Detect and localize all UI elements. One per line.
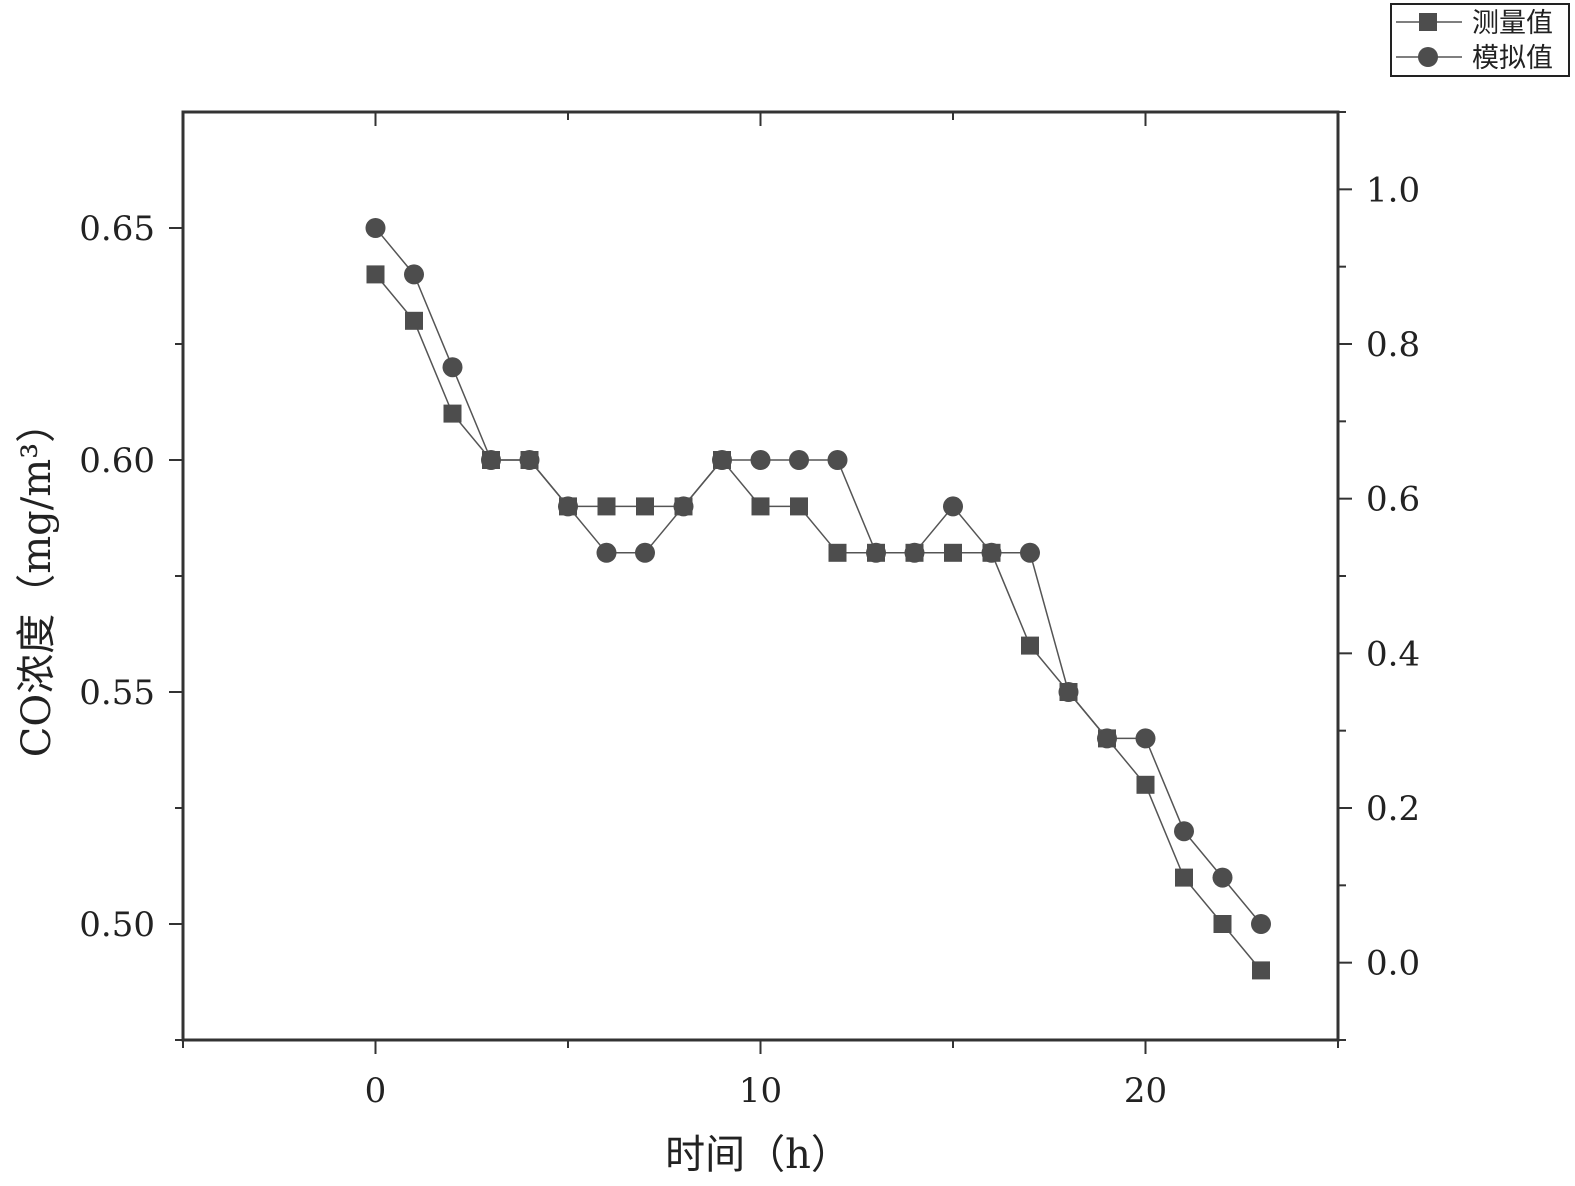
data-point-square — [636, 497, 654, 516]
series-line — [374, 273, 1262, 971]
x-axis-title: 时间（h） — [665, 1132, 851, 1178]
data-point-circle — [1020, 542, 1040, 563]
plot-border — [181, 110, 1340, 1042]
series-1 — [366, 265, 1270, 980]
y-tick-label: 0.55 — [79, 673, 155, 713]
legend-label: 模拟值 — [1472, 43, 1553, 74]
data-point-circle — [1251, 914, 1271, 934]
data-point-circle — [481, 450, 501, 470]
y-tick-label: 0.65 — [79, 209, 155, 249]
data-point-square — [597, 497, 616, 516]
x-tick-label: 20 — [1124, 1071, 1167, 1111]
data-point-circle — [596, 542, 617, 563]
data-point-circle — [404, 264, 424, 285]
data-point-square — [1175, 868, 1193, 887]
y2-tick-label: 0.2 — [1366, 789, 1420, 829]
data-point-square — [443, 404, 462, 423]
data-point-circle — [673, 496, 694, 517]
series-layer — [365, 218, 1271, 980]
data-point-circle — [750, 450, 771, 470]
data-point-square — [1021, 636, 1039, 655]
y2-tick-label: 0.0 — [1366, 944, 1420, 984]
y2-tick-label: 1.0 — [1366, 170, 1420, 210]
data-point-circle — [827, 450, 848, 470]
data-point-circle — [1174, 821, 1194, 842]
legend-label: 测量值 — [1472, 8, 1553, 39]
series-line — [374, 227, 1262, 925]
y2-tick-label: 0.4 — [1366, 634, 1420, 674]
data-point-square — [366, 265, 385, 284]
data-point-circle — [943, 496, 963, 517]
x-tick-label: 10 — [739, 1071, 782, 1111]
data-point-circle — [1097, 728, 1117, 749]
data-point-circle — [1212, 867, 1233, 888]
data-point-square — [405, 311, 423, 330]
data-point-circle — [1058, 682, 1079, 702]
data-point-square — [1213, 915, 1232, 933]
y-axis: 0.50 0.55 0.60 0.65 — [79, 209, 183, 1041]
legend-square-marker — [1419, 13, 1437, 31]
data-point-square — [751, 497, 770, 516]
data-point-circle — [1135, 728, 1156, 749]
data-point-circle — [442, 357, 463, 378]
y-tick-label: 0.50 — [79, 905, 155, 945]
y-axis-title: CO浓度（mg/m³） — [14, 403, 60, 757]
data-point-circle — [904, 542, 925, 563]
x-tick-label: 0 — [365, 1071, 387, 1111]
series-2 — [365, 218, 1271, 934]
data-point-circle — [789, 450, 809, 470]
y-tick-label: 0.60 — [79, 441, 155, 481]
data-point-square — [944, 543, 962, 562]
y2-tick-label: 0.6 — [1366, 480, 1420, 520]
data-point-circle — [519, 450, 540, 470]
data-point-circle — [635, 542, 655, 563]
data-point-square — [828, 543, 847, 562]
data-point-circle — [866, 542, 886, 563]
data-point-circle — [712, 450, 732, 470]
data-point-circle — [981, 542, 1002, 563]
data-point-square — [1136, 775, 1155, 794]
y2-axis: 0.0 0.2 0.4 0.6 0.8 1.0 — [1338, 111, 1420, 1041]
x-axis: 0 10 20 — [182, 112, 1339, 1111]
legend-circle-marker — [1418, 47, 1438, 67]
data-point-square — [790, 497, 808, 516]
plot-frame — [181, 110, 1340, 1042]
y2-tick-label: 0.8 — [1366, 325, 1420, 365]
data-point-square — [1252, 961, 1270, 980]
data-point-circle — [558, 496, 578, 517]
data-point-circle — [365, 218, 386, 238]
